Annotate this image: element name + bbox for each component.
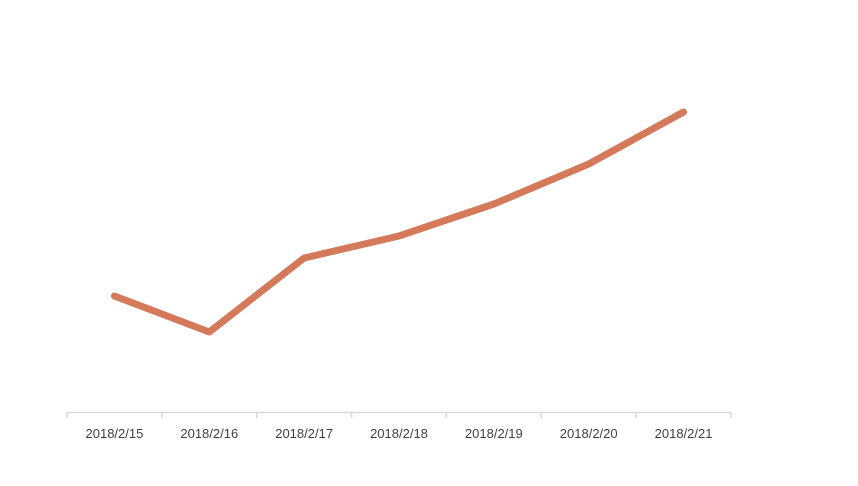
x-tick-label: 2018/2/17 (275, 426, 333, 441)
series-line (110, 108, 688, 336)
x-tick-label: 2018/2/19 (465, 426, 523, 441)
x-tick-label: 2018/2/20 (560, 426, 618, 441)
x-tick-label: 2018/2/15 (86, 426, 144, 441)
x-tick-label: 2018/2/18 (370, 426, 428, 441)
x-axis (66, 411, 732, 418)
x-tick-label: 2018/2/16 (180, 426, 238, 441)
series-group (110, 108, 688, 336)
x-tick-labels: 2018/2/15 2018/2/16 2018/2/17 2018/2/18 2018… (86, 426, 713, 441)
x-tick-label: 2018/2/21 (655, 426, 713, 441)
